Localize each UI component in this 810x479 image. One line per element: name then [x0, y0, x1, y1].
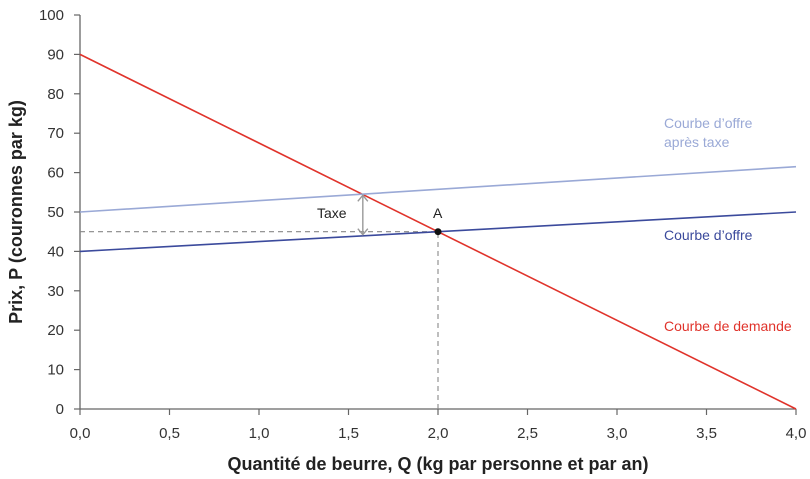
- x-tick-label: 0,0: [70, 425, 91, 442]
- y-tick-label: 90: [47, 46, 64, 63]
- y-tick-label: 100: [39, 7, 64, 24]
- y-tick-label: 70: [47, 125, 64, 142]
- tax-arrow-head-up: [357, 194, 369, 202]
- curve-line: [79, 165, 797, 213]
- tax-label: Taxe: [317, 205, 347, 221]
- y-tick-label: 10: [47, 362, 64, 379]
- y-axis-ticks: 0 10 20 30 40 50 60 70 80 90 100: [39, 7, 80, 418]
- x-tick-label: 1,5: [338, 425, 359, 442]
- x-axis-ticks: 0,0 0,5 1,0 1,5 2,0 2,5 3,0 3,5 4,0: [70, 409, 807, 442]
- y-tick-label: 40: [47, 243, 64, 260]
- y-tick-label: 50: [47, 204, 64, 221]
- equilibrium-point-a: [434, 228, 442, 236]
- y-tick-label: 20: [47, 322, 64, 339]
- y-tick-label: 30: [47, 283, 64, 300]
- y-axis-title: Prix, P (couronnes par kg): [6, 100, 26, 324]
- x-tick-label: 0,5: [159, 425, 180, 442]
- supply-after-tax-label-line2: après taxe: [664, 134, 730, 150]
- x-axis-title: Quantité de beurre, Q (kg par personne e…: [227, 454, 648, 474]
- tax-arrow-head-down: [357, 228, 369, 236]
- point-a-label: A: [433, 205, 443, 221]
- supply-label: Courbe d’offre: [664, 227, 753, 243]
- dashed-guides: [80, 231, 439, 409]
- x-tick-label: 4,0: [786, 425, 807, 442]
- annotations: [357, 194, 442, 236]
- demand-label: Courbe de demande: [664, 318, 792, 334]
- y-tick-label: 0: [56, 401, 64, 418]
- x-tick-label: 2,5: [517, 425, 538, 442]
- x-tick-label: 3,5: [696, 425, 717, 442]
- supply-after-tax-label-line1: Courbe d’offre: [664, 115, 753, 131]
- y-tick-label: 80: [47, 86, 64, 103]
- x-tick-label: 1,0: [249, 425, 270, 442]
- x-tick-label: 2,0: [428, 425, 449, 442]
- x-tick-label: 3,0: [607, 425, 628, 442]
- y-tick-label: 60: [47, 165, 64, 182]
